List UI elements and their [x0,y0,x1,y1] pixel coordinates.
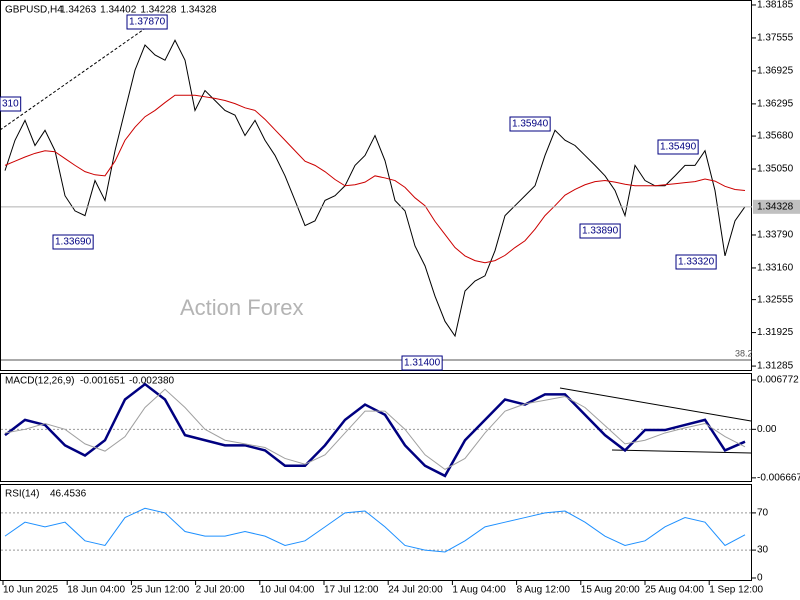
annotation: 1.35940 [512,119,549,130]
annotation-box [509,116,551,132]
y-tick-label: -0.006667 [757,472,800,483]
y-tick-label: 1.31925 [757,327,794,338]
y-tick-label: 0.006772 [757,375,799,386]
x-tick-label: 24 Jul 20:00 [388,585,443,596]
y-tick-label: 1.35050 [757,164,794,175]
quote-value: 1.34263 [60,5,97,16]
series-line [4,507,746,553]
x-tick-label: 25 Aug 04:00 [645,585,704,596]
y-tick-label: 1.38185 [757,0,794,11]
annotation-box [675,254,717,270]
rsi-panel [0,484,752,581]
current-price-label: 1.34328 [757,201,794,212]
series-line [4,39,746,338]
y-tick-label: 0 [757,573,763,584]
series-line [4,382,746,478]
series-line [4,94,746,264]
current-price-box [753,199,800,214]
indicator-reading: -0.001651 [80,376,125,387]
x-tick-label: 25 Jun 12:00 [131,585,189,596]
y-tick-label: 1.32555 [757,294,794,305]
annotation-box [401,355,443,371]
indicator-reading: -0.002380 [129,376,174,387]
annotation-box [579,223,621,239]
y-tick-label: 1.37555 [757,33,794,44]
x-tick-label: 8 Aug 12:00 [517,585,571,596]
y-tick-label: 1.33160 [757,263,794,274]
annotation: 1.31400 [404,358,441,369]
annotation-box [0,96,22,112]
quote-value: 1.34228 [140,5,177,16]
x-tick-label: 15 Aug 20:00 [581,585,640,596]
indicator-reading: 46.4536 [50,489,87,500]
y-tick-label: 1.35680 [757,131,794,142]
x-tick-label: 2 Jul 20:00 [196,585,245,596]
x-tick-label: 1 Sep 12:00 [709,585,763,596]
annotation: 1.33890 [582,226,619,237]
annotation-box [52,234,94,250]
macd-support-line [611,449,752,454]
annotation-box [126,14,168,30]
series-line [4,388,746,470]
y-tick-label: 1.31285 [757,361,794,372]
annotation: 1.33320 [678,257,715,268]
x-tick-label: 10 Jul 04:00 [260,585,315,596]
macd-title: MACD(12,26,9) [5,376,74,387]
y-tick-label: 0.00 [757,424,777,435]
y-tick-label: 30 [757,545,769,556]
x-tick-label: 1 Aug 04:00 [452,585,506,596]
y-tick-label: 1.33790 [757,230,794,241]
quote-value: 1.34328 [180,5,217,16]
price-panel [0,0,752,371]
rsi-title: RSI(14) [5,489,39,500]
x-tick-label: 17 Jul 12:00 [324,585,379,596]
y-tick-label: 1.36295 [757,99,794,110]
annotation: 310 [2,99,19,110]
trend-line [0,24,151,131]
x-tick-label: 18 Jun 04:00 [67,585,125,596]
chart-title: GBPUSD,H4 [5,5,63,16]
macd-trend-line [559,387,752,422]
annotation: 38.2 [735,348,753,358]
annotation-box [657,139,699,155]
macd-panel [0,373,752,482]
annotation: 1.33690 [55,237,92,248]
watermark: Action Forex [180,295,304,320]
annotation: 1.37870 [129,17,166,28]
annotation: 1.35490 [660,142,697,153]
x-tick-label: 10 Jun 2025 [3,585,58,596]
y-tick-label: 70 [757,508,769,519]
y-tick-label: 1.36925 [757,66,794,77]
quote-value: 1.34402 [100,5,137,16]
